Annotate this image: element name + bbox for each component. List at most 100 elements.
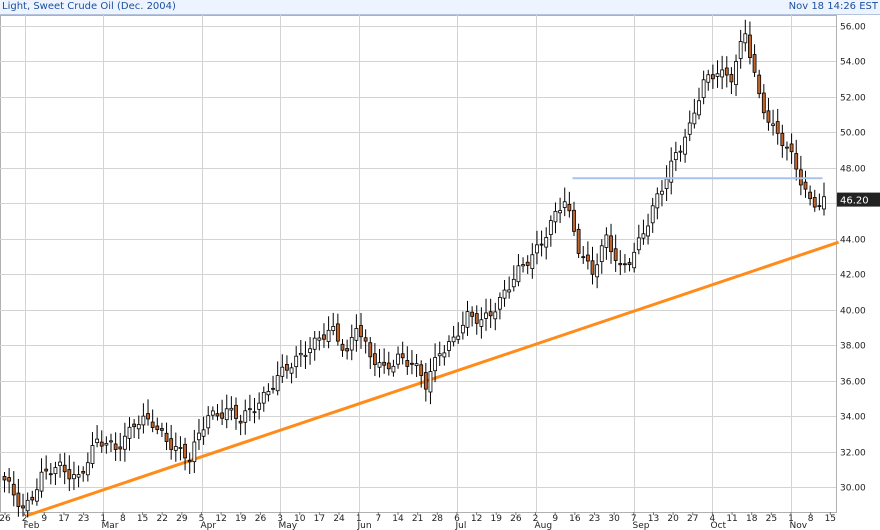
candle <box>141 403 146 434</box>
candle <box>590 246 595 285</box>
candle <box>636 224 641 255</box>
candle <box>419 360 424 388</box>
x-tick-label: 26 <box>0 514 11 524</box>
candle <box>410 350 414 375</box>
candle <box>349 324 354 361</box>
x-tick-label: 12 <box>471 514 482 524</box>
candle <box>331 312 336 336</box>
candle <box>521 257 525 273</box>
x-tick-label: 16 <box>569 514 581 524</box>
candle <box>433 343 437 383</box>
candle <box>553 202 558 234</box>
month-label: May <box>279 521 298 530</box>
candle <box>498 292 502 320</box>
x-tick-label: 10 <box>294 514 306 524</box>
quote-timestamp: Nov 18 14:26 EST <box>788 1 878 12</box>
candle <box>377 348 382 378</box>
candle <box>780 124 785 158</box>
x-tick-label: 14 <box>392 514 404 524</box>
candle <box>803 170 808 198</box>
candle <box>386 351 391 376</box>
candle <box>548 215 553 247</box>
candle <box>484 298 488 331</box>
candle <box>322 323 326 348</box>
candle <box>757 69 762 99</box>
support-trendline <box>26 240 840 517</box>
candle <box>53 461 58 486</box>
candle <box>585 241 590 270</box>
candle <box>285 355 289 379</box>
candle <box>789 133 794 164</box>
candle <box>21 493 25 517</box>
x-tick-label: 17 <box>58 514 69 524</box>
candle <box>238 414 243 436</box>
candle <box>678 145 683 162</box>
candle <box>720 55 725 90</box>
y-tick-label: 42.00 <box>840 271 866 281</box>
candle <box>275 361 280 396</box>
candle <box>303 341 308 369</box>
candle <box>164 422 169 451</box>
candle <box>683 128 688 163</box>
candle <box>81 466 86 482</box>
candle <box>724 56 729 88</box>
candle <box>785 141 789 161</box>
candle <box>576 223 581 259</box>
x-tick-label: 8 <box>120 514 126 524</box>
candle <box>609 223 613 264</box>
candle <box>368 336 373 370</box>
candle <box>169 424 174 460</box>
candle <box>247 394 252 422</box>
x-tick-label: 1 <box>788 514 794 524</box>
candle <box>210 406 215 420</box>
candle <box>109 433 113 453</box>
candle <box>294 346 299 379</box>
candle <box>391 359 396 377</box>
candle <box>798 155 803 196</box>
y-tick-label: 48.00 <box>840 165 866 175</box>
candle <box>748 21 752 65</box>
candle <box>396 346 400 369</box>
x-tick-label: 29 <box>176 514 188 524</box>
y-tick-label: 32.00 <box>840 449 866 459</box>
candle <box>706 69 711 91</box>
candle <box>604 227 609 260</box>
x-tick-label: 4 <box>710 514 716 524</box>
candle <box>808 185 813 206</box>
x-tick-label: 21 <box>412 514 423 524</box>
candle <box>738 29 743 69</box>
month-label: Nov <box>790 521 808 530</box>
x-tick-label: 27 <box>687 514 698 524</box>
candle <box>261 386 266 412</box>
candle <box>62 452 67 485</box>
candle <box>35 478 39 506</box>
candle <box>734 54 738 97</box>
candle <box>660 180 664 207</box>
candle <box>220 399 225 425</box>
y-tick-label: 40.00 <box>840 307 866 317</box>
candle <box>39 458 44 498</box>
candle <box>127 417 132 451</box>
candle <box>451 325 456 347</box>
x-tick-label: 8 <box>808 514 814 524</box>
candle <box>493 302 498 331</box>
candle <box>525 255 530 274</box>
candle <box>192 429 197 474</box>
candle <box>359 312 363 349</box>
candle <box>2 471 7 493</box>
candle <box>669 147 674 195</box>
candle <box>562 187 567 217</box>
candle <box>298 339 303 367</box>
candle <box>173 432 178 462</box>
candle <box>558 197 562 224</box>
candle <box>710 64 715 89</box>
chart-header-bar: Light, Sweet Crude Oil (Dec. 2004) Nov 1… <box>0 0 880 15</box>
y-tick-label: 38.00 <box>840 342 866 352</box>
candle <box>317 330 322 351</box>
candle <box>511 265 516 292</box>
candle <box>539 230 544 257</box>
candle <box>113 432 118 461</box>
candle <box>567 191 572 218</box>
candle <box>312 330 317 361</box>
